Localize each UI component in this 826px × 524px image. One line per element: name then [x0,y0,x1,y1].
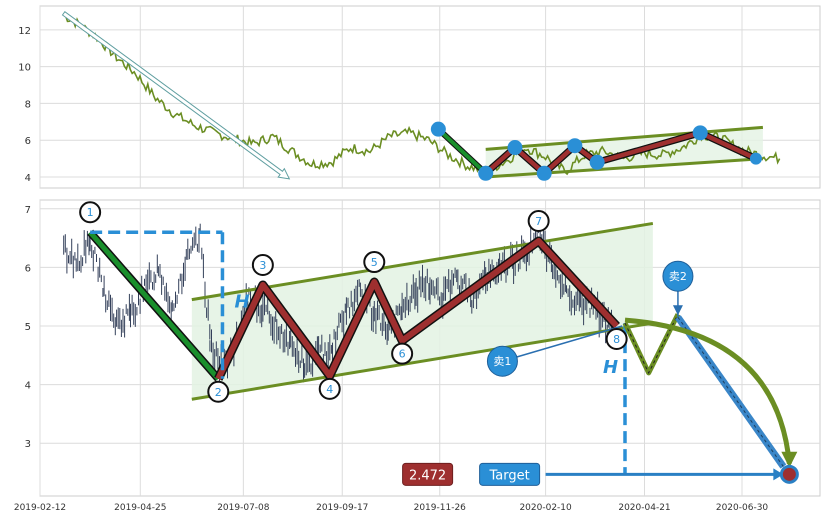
pattern-point-label: 3 [259,259,266,272]
detail-x-tick-label: 2019-09-17 [316,503,368,513]
pattern-point-marker [605,328,628,351]
overview-channel-lower [485,157,763,179]
pattern-point-marker [251,253,274,276]
sell-1-pointer [502,325,623,362]
detail-channel-fill [191,223,653,400]
overview-pattern-node [430,121,446,137]
overview-channel-upper [485,125,764,151]
detail-x-tick-label: 2020-04-21 [618,503,670,513]
overview-pattern-node [589,154,605,170]
pattern-point-marker [527,210,550,233]
overview-pattern-node [536,165,552,181]
detail-pattern-line [215,238,619,381]
sell-1-bubble [486,345,518,377]
overview-trend-arrow-shape [61,11,291,180]
overview-pattern-nodes [430,121,762,181]
pattern-point-label: 5 [371,256,378,269]
projection-path-dash [624,314,679,375]
detail-point-labels: 1 2 3 4 5 6 7 8 [79,201,628,403]
overview-pattern-node [692,125,708,141]
detail-y-tick-label: 7 [25,205,31,216]
detail-height-markers: HH [90,230,627,475]
pattern-point-marker [391,342,414,365]
overview-y-tick-label: 6 [25,136,31,147]
overview-y-tick-label: 12 [18,26,31,37]
detail-projection [622,313,798,469]
target-arrow-head [773,468,784,481]
pattern-point-marker [79,201,102,224]
detail-target: Target 2.472 [402,462,799,486]
overview-pattern-node [507,140,523,156]
detail-x-tick-label: 2020-02-10 [519,503,572,513]
overview-price-line [63,14,781,177]
detail-y-tick-label: 6 [25,263,31,274]
pattern-point-label: 2 [215,386,222,399]
pattern-point-label: 1 [87,206,94,219]
sell-2-label: 卖2 [669,270,687,283]
pattern-point-marker [363,251,386,274]
overview-y-tick-label: 8 [25,99,31,110]
target-value: 2.472 [409,468,446,483]
detail-y-ticks: 3 4 5 6 7 [25,205,31,450]
detail-sell-signals: 卖1 卖2 [486,260,694,377]
detail-pattern [87,229,620,382]
pattern-point-marker [318,377,341,400]
target-box [479,462,541,486]
detail-y-tick-label: 3 [25,439,31,450]
detail-channel-lower [191,321,654,401]
pattern-point-label: 6 [399,348,406,361]
pattern-point-marker [207,380,230,403]
target-label: Target [488,468,529,483]
detail-y-tick-label: 4 [25,381,31,392]
overview-pattern-node [749,152,762,165]
overview-panel: 4 6 8 10 12 [18,5,821,189]
detail-x-tick-label: 2019-04-25 [114,503,166,513]
overview-pattern-node [567,138,583,154]
sell2-path-dash [677,316,784,467]
pattern-point-label: 8 [613,333,620,346]
overview-pattern-node [478,165,494,181]
overview-down-leg [436,127,488,175]
sell-2-bubble [662,260,694,292]
detail-x-tick-label: 2019-07-08 [217,503,270,513]
target-value-box [402,462,454,486]
target-point [779,464,799,484]
detail-down-leg [88,230,221,381]
pattern-point-label: 4 [326,383,333,396]
detail-x-tick-label: 2020-06-30 [716,503,769,513]
overview-y-tick-label: 10 [18,63,31,74]
sell-1-label: 卖1 [493,355,511,368]
target-curve [624,317,792,464]
height-label-2: H [603,357,618,378]
detail-x-tick-label: 2019-11-26 [414,503,467,513]
height-label-1: H [234,292,249,313]
overview-y-tick-label: 4 [25,173,31,184]
detail-x-tick-label: 2019-02-12 [14,503,66,513]
pattern-point-label: 7 [535,215,542,228]
sell-2-pointer-head [672,305,683,316]
detail-x-ticks: 2019-02-12 2019-04-25 2019-07-08 2019-09-17… [14,503,769,513]
target-curve-head [781,451,798,468]
overview-y-ticks: 4 6 8 10 12 [18,26,31,184]
overview-trend-arrow [61,11,291,180]
detail-y-tick-label: 5 [25,322,31,333]
